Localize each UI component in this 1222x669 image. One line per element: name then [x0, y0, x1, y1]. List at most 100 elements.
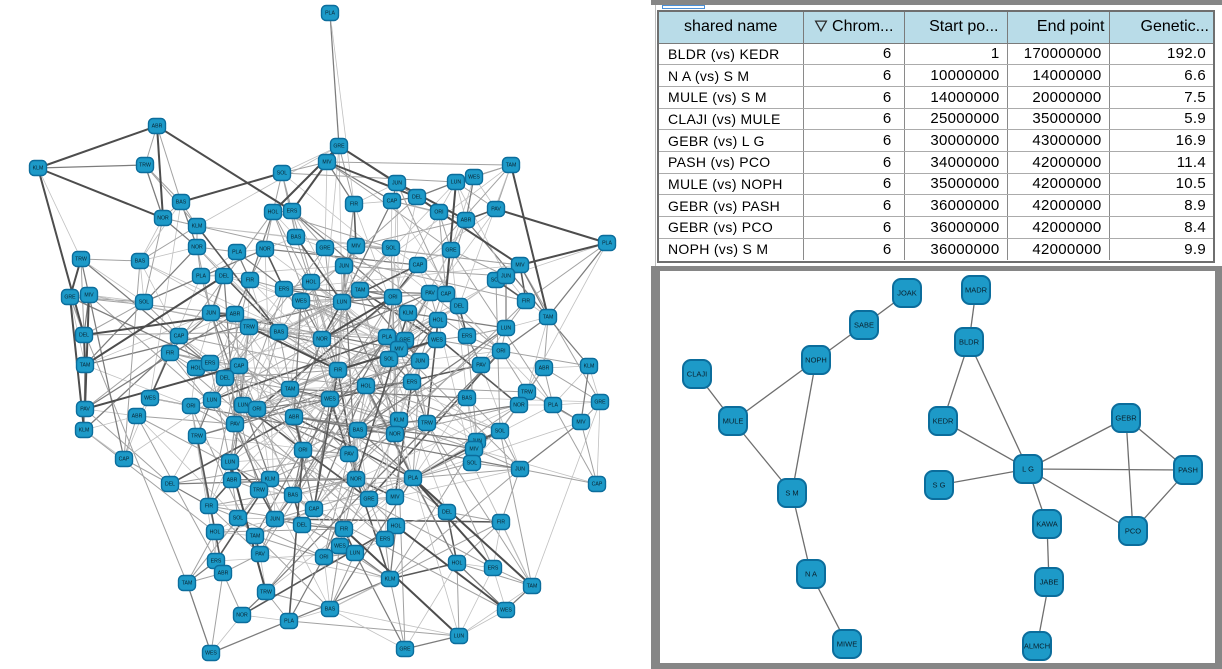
svg-text:LUN: LUN	[454, 634, 465, 640]
svg-text:ORI: ORI	[496, 349, 505, 355]
svg-text:PLA: PLA	[408, 476, 418, 482]
svg-text:PCO: PCO	[1125, 527, 1141, 536]
svg-text:BAS: BAS	[325, 607, 336, 613]
svg-text:LUN: LUN	[451, 180, 462, 186]
svg-text:FIR: FIR	[246, 278, 255, 284]
svg-text:WES: WES	[295, 299, 307, 305]
svg-text:N A: N A	[805, 570, 817, 579]
svg-text:FIR: FIR	[350, 202, 359, 208]
svg-text:LUN: LUN	[501, 326, 512, 332]
svg-text:LUN: LUN	[225, 460, 236, 466]
svg-text:CAP: CAP	[309, 507, 320, 513]
svg-text:TRW: TRW	[243, 325, 255, 331]
svg-text:DEL: DEL	[165, 482, 175, 488]
svg-text:ORI: ORI	[298, 448, 307, 454]
svg-text:KLM: KLM	[79, 428, 90, 434]
svg-text:FIR: FIR	[340, 527, 349, 533]
svg-text:MIV: MIV	[576, 420, 586, 426]
svg-text:TRW: TRW	[191, 434, 203, 440]
svg-text:NOR: NOR	[259, 247, 271, 253]
svg-text:MIV: MIV	[469, 447, 479, 453]
svg-text:PAV: PAV	[255, 552, 265, 558]
svg-text:ABR: ABR	[230, 312, 241, 318]
svg-text:CLAJI: CLAJI	[687, 370, 707, 379]
svg-text:PLA: PLA	[602, 241, 612, 247]
svg-text:MIV: MIV	[84, 293, 94, 299]
svg-text:NOR: NOR	[191, 245, 203, 251]
svg-text:WES: WES	[468, 175, 480, 181]
svg-text:NOR: NOR	[389, 432, 401, 438]
svg-text:MIWE: MIWE	[837, 640, 857, 649]
svg-text:FIR: FIR	[334, 368, 343, 374]
svg-text:NOPH: NOPH	[805, 356, 827, 365]
svg-text:PLA: PLA	[284, 619, 294, 625]
svg-text:ABR: ABR	[132, 414, 143, 420]
svg-text:NOR: NOR	[513, 403, 525, 409]
svg-text:CAP: CAP	[413, 263, 424, 269]
svg-text:KLM: KLM	[265, 477, 276, 483]
svg-text:GRE: GRE	[333, 144, 345, 150]
svg-text:LUN: LUN	[238, 403, 249, 409]
svg-text:MULE: MULE	[723, 417, 744, 426]
svg-text:DEL: DEL	[79, 333, 89, 339]
svg-text:PLA: PLA	[196, 274, 206, 280]
svg-text:DEL: DEL	[297, 523, 307, 529]
svg-text:HOL: HOL	[361, 384, 372, 390]
svg-text:KEDR: KEDR	[933, 417, 954, 426]
svg-text:TAM: TAM	[355, 288, 366, 294]
svg-text:ERS: ERS	[462, 334, 473, 340]
svg-text:LUN: LUN	[350, 551, 361, 557]
svg-text:SOL: SOL	[495, 429, 505, 435]
svg-text:FIR: FIR	[497, 520, 506, 526]
svg-text:GRE: GRE	[319, 246, 331, 252]
svg-text:JUN: JUN	[415, 359, 425, 365]
svg-text:KLM: KLM	[385, 577, 396, 583]
svg-text:HOL: HOL	[452, 561, 463, 567]
svg-text:GRE: GRE	[399, 647, 411, 653]
svg-text:HOL: HOL	[433, 318, 444, 324]
svg-text:TRW: TRW	[253, 488, 265, 494]
svg-text:PAV: PAV	[425, 291, 435, 297]
svg-text:ORI: ORI	[388, 295, 397, 301]
svg-text:HOL: HOL	[391, 524, 402, 530]
svg-text:PAV: PAV	[476, 363, 486, 369]
svg-text:ABR: ABR	[461, 218, 472, 224]
svg-text:ORI: ORI	[252, 407, 261, 413]
svg-text:ABR: ABR	[539, 366, 550, 372]
svg-text:KLM: KLM	[394, 418, 405, 424]
svg-text:CAP: CAP	[441, 292, 452, 298]
svg-text:ERS: ERS	[211, 559, 222, 565]
svg-text:DEL: DEL	[220, 376, 230, 382]
svg-text:JUN: JUN	[392, 181, 402, 187]
svg-text:NOR: NOR	[316, 337, 328, 343]
svg-text:MADR: MADR	[965, 286, 988, 295]
svg-text:SOL: SOL	[277, 171, 287, 177]
svg-text:WES: WES	[431, 338, 443, 344]
svg-text:WES: WES	[324, 397, 336, 403]
svg-text:TAM: TAM	[543, 315, 554, 321]
svg-text:CAP: CAP	[119, 457, 130, 463]
svg-text:ORI: ORI	[319, 555, 328, 561]
svg-text:HOL: HOL	[268, 210, 279, 216]
svg-text:JUN: JUN	[206, 311, 216, 317]
svg-text:TAM: TAM	[80, 363, 91, 369]
svg-text:LUN: LUN	[337, 300, 348, 306]
svg-text:FIR: FIR	[205, 504, 214, 510]
svg-text:NOR: NOR	[236, 613, 248, 619]
svg-text:KLM: KLM	[403, 311, 414, 317]
svg-text:HOL: HOL	[210, 530, 221, 536]
svg-text:LUN: LUN	[207, 398, 218, 404]
svg-text:BAS: BAS	[291, 235, 302, 241]
svg-text:JOAK: JOAK	[897, 289, 917, 298]
svg-text:TRW: TRW	[521, 390, 533, 396]
svg-text:HOL: HOL	[191, 366, 202, 372]
svg-text:HOL: HOL	[306, 280, 317, 286]
svg-text:S G: S G	[933, 481, 946, 490]
svg-text:DEL: DEL	[454, 304, 464, 310]
svg-text:NOR: NOR	[157, 216, 169, 222]
svg-text:PLA: PLA	[548, 403, 558, 409]
svg-text:TRW: TRW	[421, 421, 433, 427]
svg-text:TAM: TAM	[506, 163, 517, 169]
svg-text:DEL: DEL	[412, 195, 422, 201]
svg-text:KLM: KLM	[584, 364, 595, 370]
